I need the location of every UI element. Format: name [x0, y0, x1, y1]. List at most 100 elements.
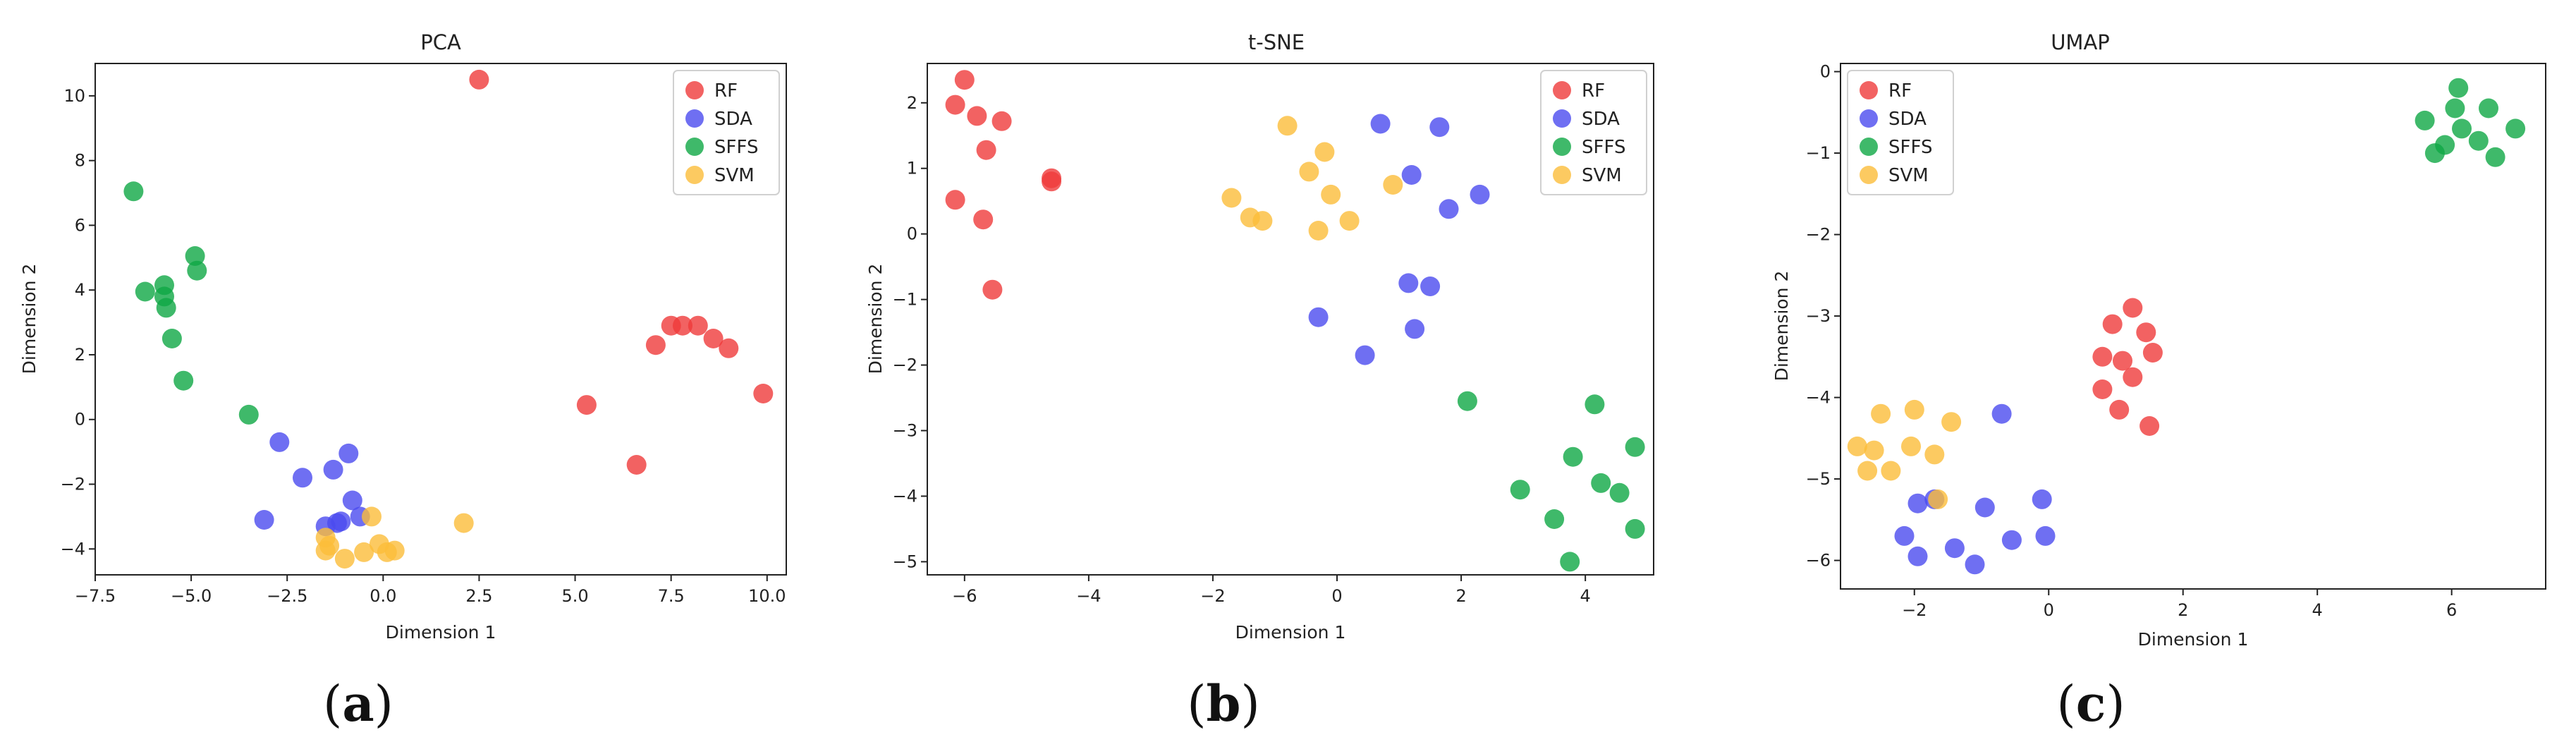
scatter-point-svm: [354, 542, 374, 562]
y-tick-label: −3: [1806, 306, 1831, 326]
scatter-point-sffs: [161, 329, 182, 348]
y-axis-ticks: −4 −2 0 2 4 6 8 10: [61, 86, 95, 559]
scatter-point-rf: [2102, 314, 2123, 334]
panel-umap: UMAP −2 0 2 4 6 −6 −5 −4 −3 −2 −1 0 Dimension 1 Di…: [1771, 30, 2546, 733]
y-tick-label: −5: [893, 552, 917, 571]
y-tick-label: −1: [1806, 143, 1831, 163]
scatter-point-svm: [1277, 116, 1298, 136]
scatter-point-sda: [1398, 273, 1419, 293]
scatter-point-svm: [1904, 399, 1924, 420]
scatter-point-sda: [1974, 497, 1995, 518]
y-tick-label: 0: [907, 224, 917, 244]
scatter-point-sffs: [135, 281, 155, 302]
scatter-point-rf: [2123, 298, 2143, 318]
scatter-point-sffs: [1609, 482, 1630, 503]
x-tick-label: −2: [1902, 600, 1927, 620]
scatter-point-rf: [688, 315, 708, 336]
panel-title: t-SNE: [1248, 30, 1305, 54]
scatter-point-svm: [1941, 412, 1962, 432]
legend-marker-svm: [685, 166, 704, 184]
panel-caption: (a): [323, 674, 393, 733]
y-tick-label: −4: [61, 539, 85, 559]
scatter-point-rf: [954, 70, 975, 90]
x-tick-label: −2.5: [267, 586, 307, 606]
scatter-point-sffs: [185, 246, 205, 266]
scatter-point-rf: [753, 384, 774, 403]
legend-box: [1540, 70, 1647, 195]
scatter-point-svm: [1847, 436, 1867, 456]
x-axis-label: Dimension 1: [1235, 622, 1346, 643]
y-tick-label: −6: [1806, 551, 1831, 571]
x-tick-label: −4: [1076, 586, 1101, 606]
x-tick-label: 2: [2178, 600, 2188, 620]
legend-label-rf: RF: [1582, 80, 1605, 102]
legend-label-sda: SDA: [714, 109, 752, 130]
y-tick-label: −3: [893, 421, 917, 441]
scatter-point-sffs: [1510, 480, 1530, 500]
legend-marker-sda: [685, 109, 704, 128]
x-tick-label: 2.5: [465, 586, 492, 606]
y-tick-label: 2: [907, 93, 917, 113]
x-tick-label: 4: [1580, 586, 1591, 606]
scatter-point-sffs: [2505, 118, 2526, 139]
scatter-point-rf: [673, 315, 692, 336]
scatter-point-sda: [1907, 493, 1928, 513]
scatter-point-sffs: [2452, 118, 2472, 139]
legend-label-sffs: SFFS: [1888, 137, 1932, 158]
y-tick-label: 4: [75, 280, 85, 300]
scatter-point-svm: [1864, 440, 1884, 461]
x-tick-label: 10.0: [748, 586, 786, 606]
scatter-point-sda: [323, 459, 343, 480]
legend: RF SDA SFFS SVM: [1540, 70, 1647, 195]
legend-marker-rf: [1860, 81, 1878, 99]
scatter-point-rf: [976, 140, 996, 160]
panel-caption-letter: b: [1207, 674, 1241, 733]
scatter-point-sda: [1965, 554, 1985, 575]
scatter-point-sda: [1405, 319, 1425, 339]
legend-marker-sda: [1553, 109, 1571, 128]
y-axis-label: Dimension 2: [19, 264, 39, 375]
scatter-point-svm: [377, 542, 397, 562]
scatter-point-rf: [991, 111, 1012, 131]
scatter-point-sffs: [187, 260, 207, 281]
legend-label-svm: SVM: [1888, 165, 1929, 186]
scatter-point-sffs: [1544, 509, 1565, 529]
x-axis-ticks: −6 −4 −2 0 2 4: [952, 575, 1591, 606]
scatter-point-sffs: [2448, 78, 2469, 98]
scatter-point-rf: [703, 329, 724, 348]
scatter-points: [945, 70, 1645, 572]
panel-caption: (b): [1187, 674, 1260, 733]
legend-marker-sda: [1860, 109, 1878, 128]
scatter-point-sffs: [2445, 98, 2465, 118]
y-tick-label: −5: [1806, 469, 1831, 489]
x-axis-ticks: −2 0 2 4 6: [1902, 589, 2457, 620]
scatter-points: [1847, 78, 2526, 575]
scatter-point-sda: [1370, 114, 1391, 134]
y-tick-label: 2: [75, 345, 85, 365]
x-tick-label: 0: [2044, 600, 2054, 620]
scatter-point-rf: [2092, 379, 2113, 399]
scatter-point-svm: [362, 506, 381, 527]
y-tick-label: −2: [1806, 225, 1831, 245]
scatter-point-sda: [2032, 489, 2052, 509]
scatter-point-rf: [967, 106, 987, 126]
x-tick-label: 2: [1455, 586, 1466, 606]
scatter-point-svm: [1901, 436, 1921, 456]
plot-frame: [1840, 63, 2546, 590]
x-tick-label: 0.0: [370, 586, 396, 606]
scatter-point-rf: [1042, 171, 1062, 192]
scatter-point-rf: [719, 338, 739, 358]
y-tick-label: 1: [907, 159, 917, 178]
scatter-point-sda: [1355, 345, 1375, 365]
legend-label-rf: RF: [714, 80, 738, 102]
x-tick-label: 7.5: [658, 586, 685, 606]
scatter-point-sda: [1420, 276, 1441, 296]
scatter-point-sffs: [1563, 446, 1583, 467]
scatter-point-sda: [1991, 403, 2012, 424]
legend-box: [673, 70, 780, 195]
panel-caption-letter: c: [2076, 674, 2106, 733]
y-tick-label: −4: [1806, 388, 1831, 408]
panel-tsne: t-SNE −6 −4 −2 0 2 4 −5 −4 −3 −2 −1 0 1 2 Dimension …: [865, 30, 1654, 733]
scatter-point-sffs: [2468, 130, 2489, 151]
scatter-point-sffs: [1625, 437, 1645, 457]
